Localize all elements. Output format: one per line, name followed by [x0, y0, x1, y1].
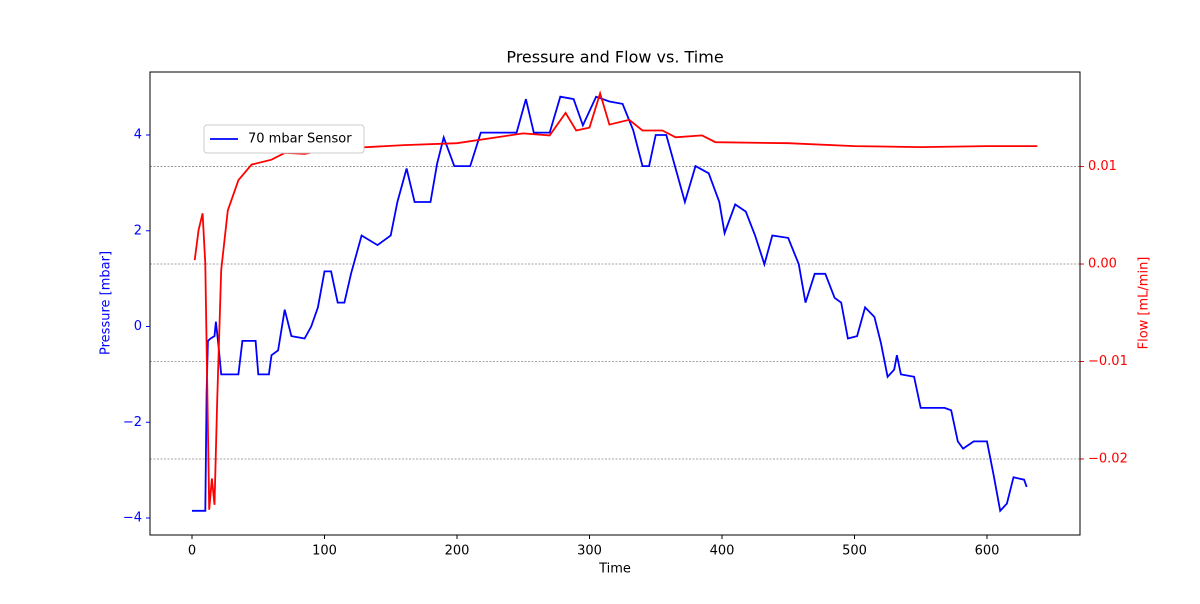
- x-axis-label: Time: [598, 562, 631, 577]
- y-tick-label: 0: [134, 319, 142, 334]
- legend-label: 70 mbar Sensor: [248, 132, 352, 147]
- x-tick-label: 500: [842, 544, 867, 559]
- y-tick-label: −4: [123, 511, 142, 526]
- x-tick-label: 100: [312, 544, 337, 559]
- x-tick-label: 300: [577, 544, 602, 559]
- y2-tick-label: 0.00: [1088, 257, 1117, 272]
- y2-axis-label: Flow [mL/min]: [1137, 257, 1152, 350]
- x-tick-label: 200: [445, 544, 470, 559]
- x-tick-label: 0: [188, 544, 196, 559]
- y2-tick-label: −0.01: [1088, 354, 1128, 369]
- y-tick-label: 4: [134, 128, 142, 143]
- chart-title: Pressure and Flow vs. Time: [506, 48, 723, 67]
- y2-tick-label: 0.01: [1088, 159, 1117, 174]
- x-tick-label: 600: [975, 544, 1000, 559]
- y-tick-label: −2: [123, 415, 142, 430]
- data-line: [192, 95, 1028, 513]
- legend-box: [203, 124, 365, 154]
- x-tick-label: 400: [710, 544, 735, 559]
- y2-tick-label: −0.02: [1088, 451, 1128, 466]
- data-line: [193, 90, 1038, 510]
- y-axis-label: Pressure [mbar]: [99, 251, 114, 355]
- plot-frame: [149, 71, 1081, 536]
- y-tick-label: 2: [134, 223, 142, 238]
